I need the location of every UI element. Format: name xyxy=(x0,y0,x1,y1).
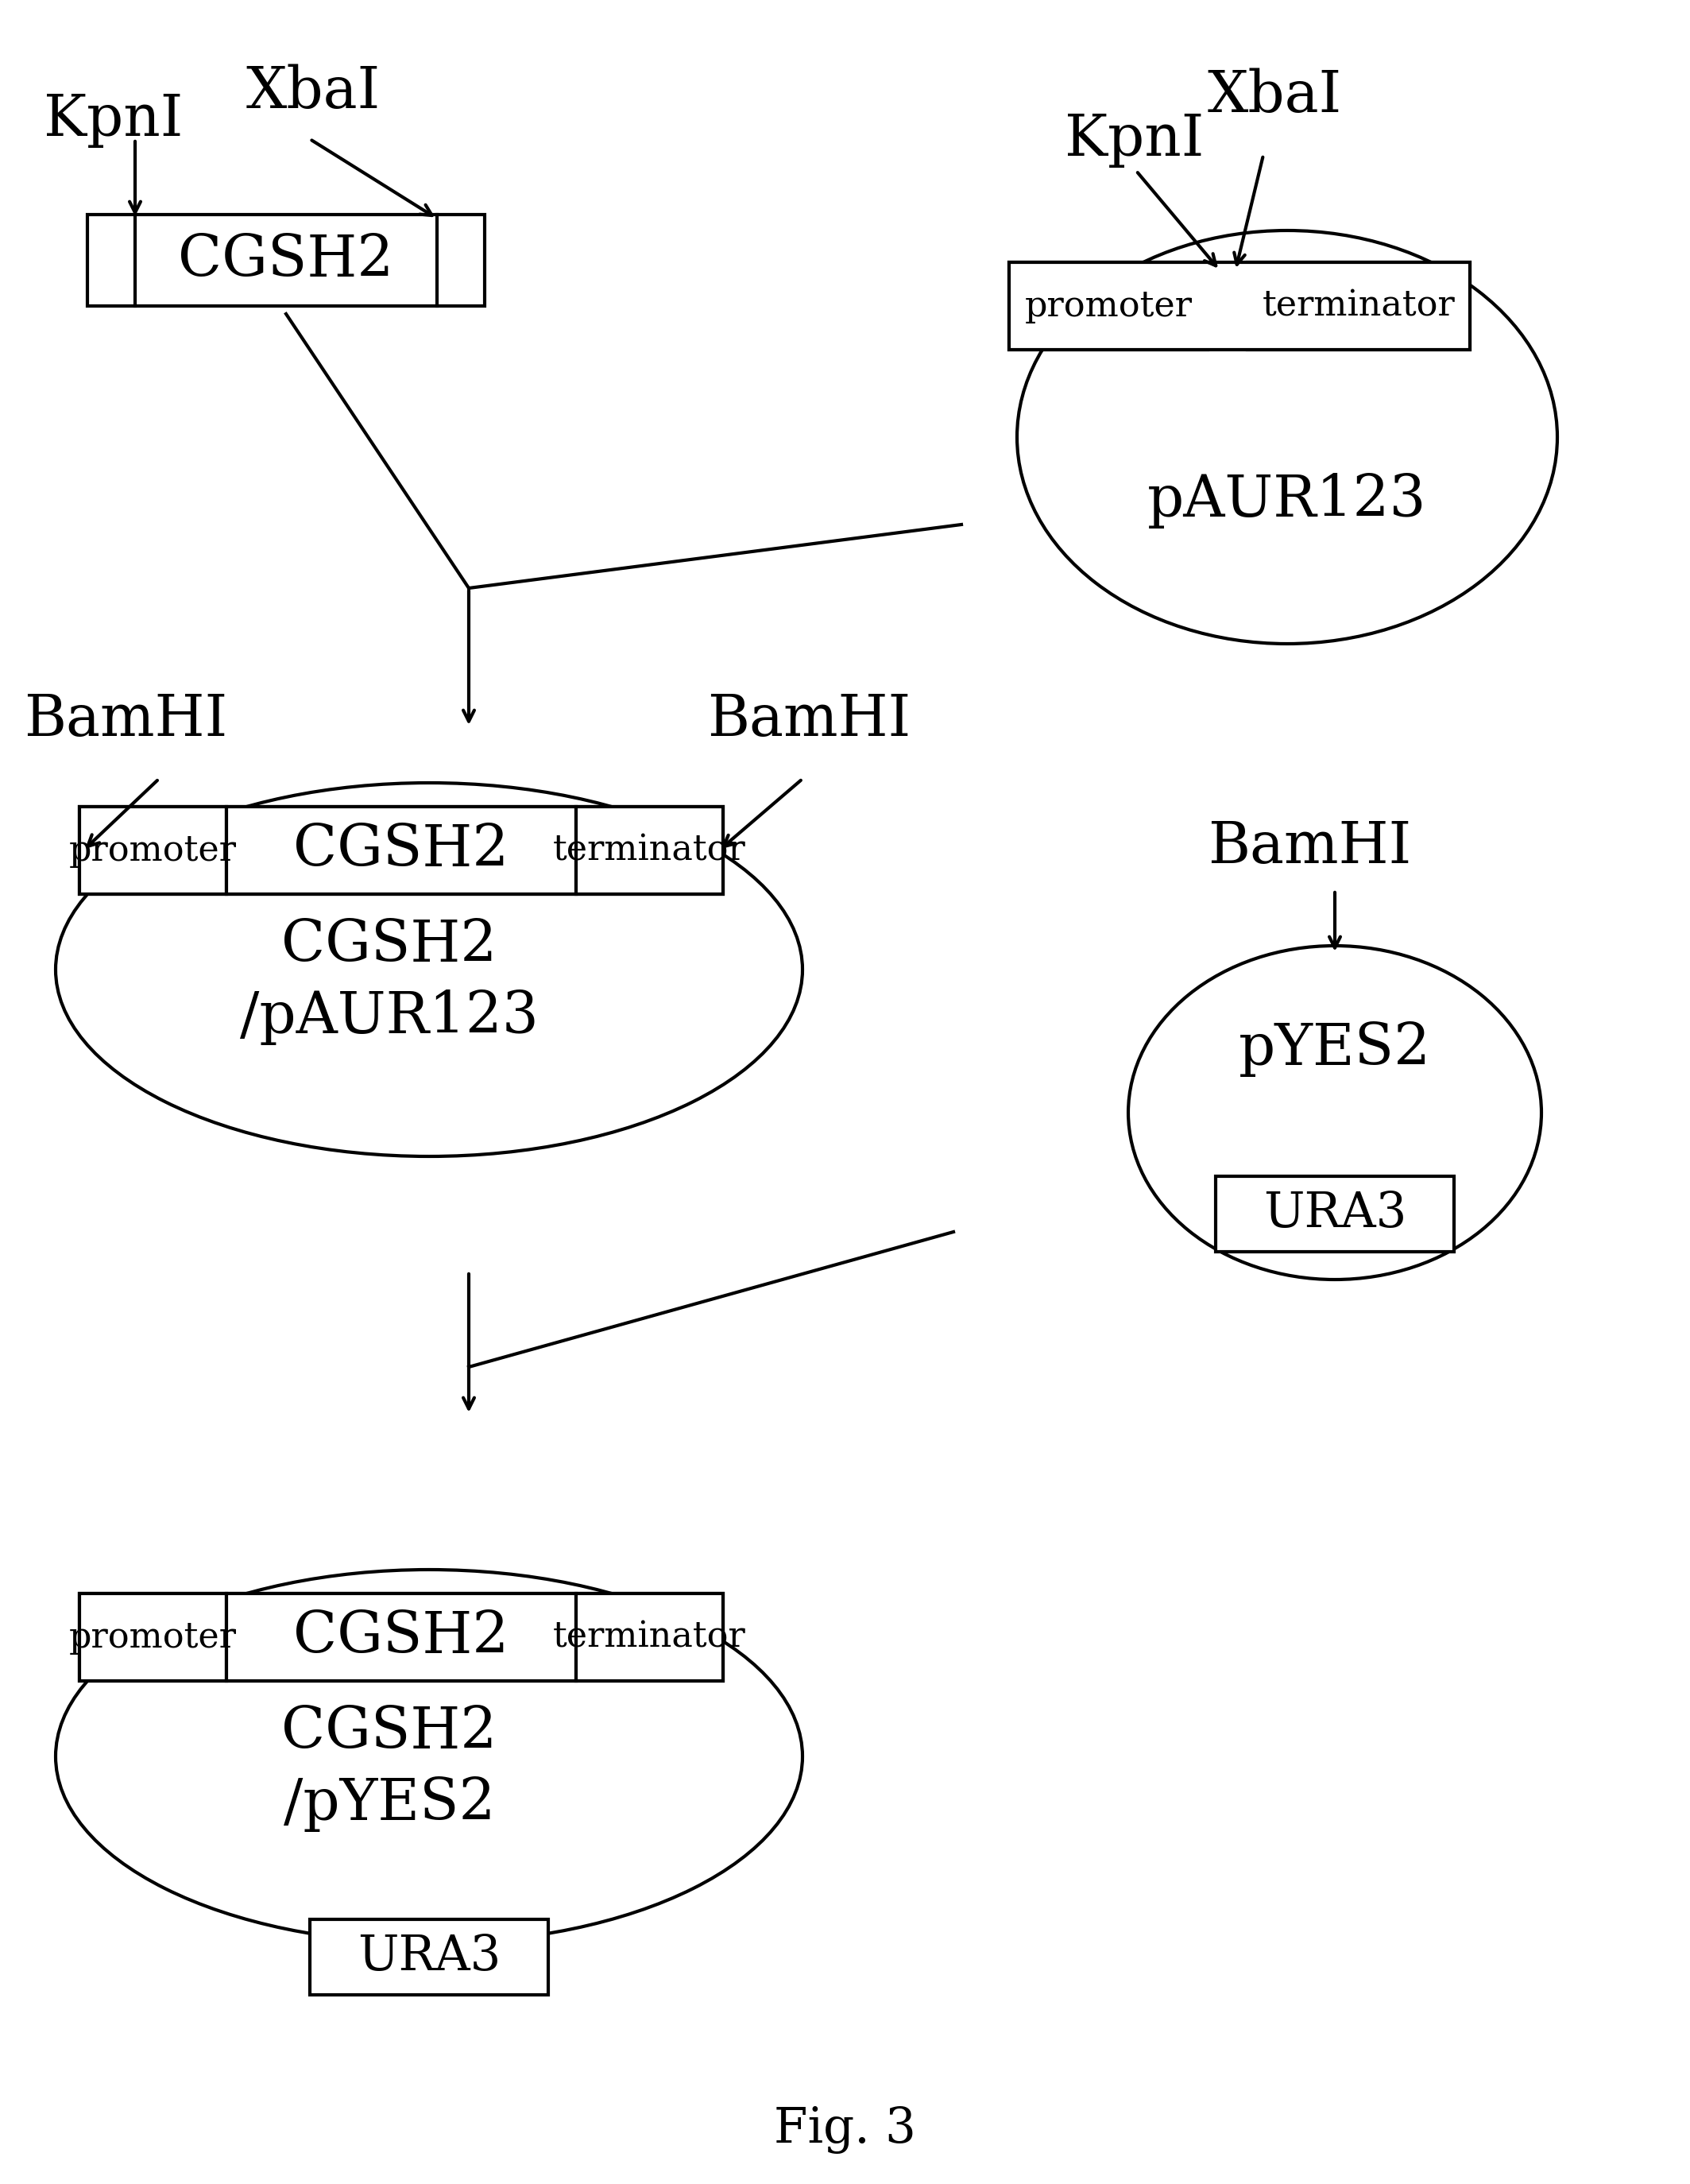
Text: pAUR123: pAUR123 xyxy=(1148,472,1426,529)
Bar xyxy=(226,1594,576,1682)
Text: XbaI: XbaI xyxy=(247,63,380,120)
Text: CGSH2: CGSH2 xyxy=(294,823,509,878)
Text: XbaI: XbaI xyxy=(1208,68,1342,124)
Text: BamHI: BamHI xyxy=(1208,819,1411,874)
Text: BamHI: BamHI xyxy=(24,692,228,747)
Text: terminator: terminator xyxy=(553,834,745,867)
Text: terminator: terminator xyxy=(553,1621,745,1653)
Bar xyxy=(576,1594,723,1682)
Text: Fig. 3: Fig. 3 xyxy=(774,2105,916,2153)
Text: KpnI: KpnI xyxy=(1065,111,1203,168)
Bar xyxy=(79,806,226,893)
Bar xyxy=(88,214,485,306)
Text: BamHI: BamHI xyxy=(706,692,911,747)
Ellipse shape xyxy=(1017,232,1556,644)
Bar xyxy=(309,1920,548,1994)
Bar xyxy=(576,806,723,893)
Bar xyxy=(1009,262,1470,349)
Text: CGSH2: CGSH2 xyxy=(294,1610,509,1664)
Text: terminator: terminator xyxy=(1262,288,1455,323)
Text: promoter: promoter xyxy=(69,834,237,867)
Bar xyxy=(79,1594,723,1682)
Text: URA3: URA3 xyxy=(357,1933,500,1981)
Bar xyxy=(79,806,723,893)
Text: promoter: promoter xyxy=(1024,288,1191,323)
Text: /pAUR123: /pAUR123 xyxy=(240,989,539,1046)
Bar xyxy=(1009,262,1208,349)
Text: CGSH2: CGSH2 xyxy=(282,1704,497,1760)
Text: URA3: URA3 xyxy=(1262,1190,1406,1238)
Text: pYES2: pYES2 xyxy=(1239,1022,1431,1077)
Ellipse shape xyxy=(1129,946,1541,1280)
Ellipse shape xyxy=(56,1570,803,1944)
Bar xyxy=(1215,1177,1453,1251)
Text: /pYES2: /pYES2 xyxy=(284,1776,495,1832)
Ellipse shape xyxy=(56,782,803,1155)
Text: promoter: promoter xyxy=(69,1621,237,1653)
Bar xyxy=(1247,262,1470,349)
Bar xyxy=(79,1594,226,1682)
Text: KpnI: KpnI xyxy=(44,92,183,149)
Text: CGSH2: CGSH2 xyxy=(282,917,497,974)
Bar xyxy=(226,806,576,893)
Text: CGSH2: CGSH2 xyxy=(177,232,394,288)
